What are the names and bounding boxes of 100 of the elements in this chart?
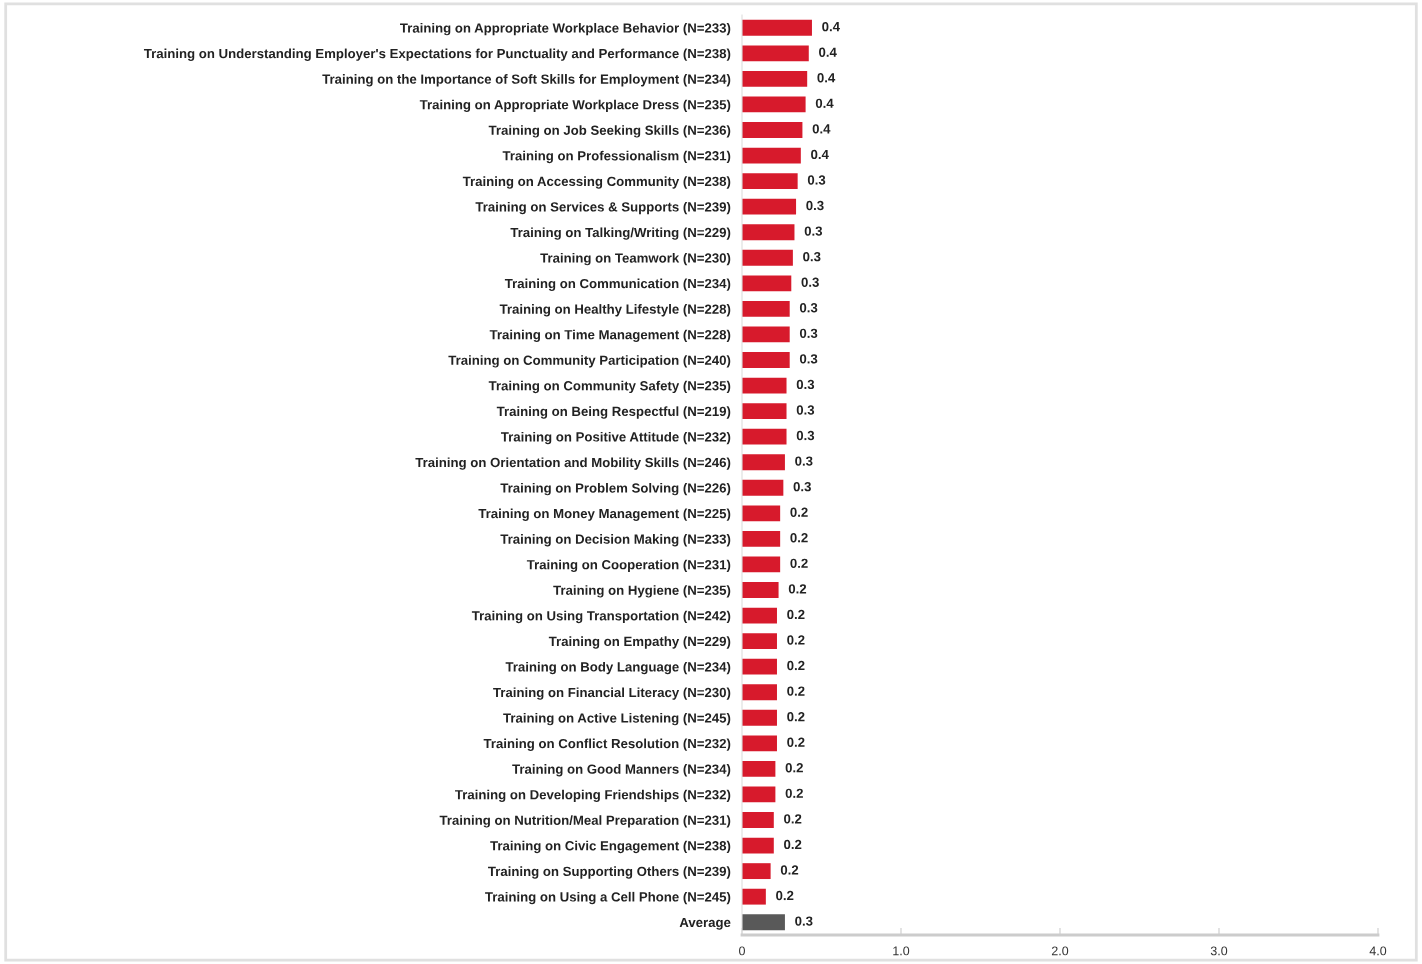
y-tick-label: Training on Understanding Employer's Expectations for Punctuality and Performance (N=238) (143, 48, 731, 61)
y-tick-label: Training on Hygiene (N=235) (553, 585, 731, 598)
y-tick-label: Training on Time Management (N=228) (489, 329, 731, 343)
bar (742, 377, 787, 394)
data-label: 0.3 (799, 328, 818, 338)
data-label: 0.2 (790, 507, 808, 517)
y-tick-label: Training on Teamwork (N=230) (540, 253, 731, 266)
bar (742, 812, 774, 828)
data-label: 0.4 (819, 47, 837, 57)
bar (742, 173, 798, 190)
y-tick-label: Training on Cooperation (N=231) (526, 559, 731, 573)
bar (742, 96, 806, 113)
data-label: 0.3 (793, 481, 811, 492)
y-tick-label: Training on Good Manners (N=234) (512, 764, 731, 777)
bar (742, 428, 787, 445)
data-label: 0.2 (784, 839, 802, 850)
data-label: 0.3 (796, 405, 815, 415)
bar (742, 607, 777, 624)
y-tick-label: Training on Civic Engagement (N=238) (490, 840, 731, 854)
data-label: 0.2 (787, 635, 805, 645)
data-label: 0.3 (796, 379, 815, 390)
data-label: 0.2 (790, 558, 808, 568)
y-tick-label: Average (679, 917, 731, 930)
data-label: 0.2 (787, 737, 805, 747)
bar (742, 19, 812, 36)
data-label: 0.2 (785, 788, 803, 798)
data-label: 0.2 (776, 890, 794, 901)
bar (742, 658, 777, 675)
bar (742, 249, 793, 266)
data-label: 0.3 (801, 277, 819, 287)
bar (742, 556, 781, 573)
bar (742, 530, 781, 547)
data-label: 0.3 (795, 456, 813, 466)
data-label: 0.3 (795, 916, 813, 926)
data-label: 0.4 (817, 73, 836, 83)
bar (742, 888, 766, 905)
data-label: 0.3 (803, 251, 821, 262)
y-tick-label: Training on Services & Supports (N=239) (475, 201, 731, 215)
bar (742, 326, 790, 343)
y-tick-label: Training on Decision Making (N=233) (500, 534, 731, 547)
data-label: 0.4 (822, 21, 840, 32)
bar (742, 479, 784, 496)
x-tick-label: 0 (739, 946, 745, 956)
bar (742, 760, 776, 777)
y-tick-label: Training on Positive Attitude (N=232) (500, 431, 731, 445)
bar (742, 224, 795, 241)
bar (742, 505, 781, 522)
data-label: 0.4 (815, 98, 834, 108)
bar (742, 914, 785, 931)
bar (742, 735, 777, 752)
data-label: 0.3 (804, 226, 823, 236)
y-tick-label: Training on Orientation and Mobility Skills (N=246) (415, 457, 731, 470)
y-tick-label: Training on Developing Friendships (N=232) (455, 789, 731, 803)
data-label: 0.2 (785, 763, 803, 773)
bar (742, 300, 790, 317)
y-tick-label: Training on Appropriate Workplace Dress (N=235) (419, 99, 731, 113)
data-label: 0.4 (812, 124, 831, 134)
bar (742, 454, 785, 471)
x-tick-label: 3.0 (1210, 946, 1228, 956)
x-tick-label: 2.0 (1051, 946, 1069, 956)
y-tick-label: Training on Body Language (N=234) (505, 661, 731, 675)
y-tick-label: Training on Communication (N=234) (504, 278, 731, 291)
data-label: 0.3 (799, 354, 818, 364)
bar (742, 275, 792, 292)
y-tick-label: Training on Nutrition/Meal Preparation (N=231) (439, 815, 731, 828)
data-label: 0.3 (806, 200, 824, 211)
y-tick-label: Training on Money Management (N=225) (478, 508, 731, 521)
bar (742, 786, 776, 803)
x-tick-label: 4.0 (1369, 946, 1387, 956)
bar (742, 837, 774, 854)
y-tick-label: Training on Empathy (N=229) (548, 636, 731, 649)
y-tick-label: Training on Using Transportation (N=242) (471, 610, 731, 624)
bar (742, 633, 777, 650)
data-label: 0.2 (787, 711, 805, 722)
y-tick-label: Training on Supporting Others (N=239) (488, 866, 731, 879)
y-tick-label: Training on Job Seeking Skills (N=236) (488, 125, 731, 138)
x-tick-label: 1.0 (893, 946, 910, 956)
y-tick-label: Training on Community Safety (N=235) (488, 380, 731, 394)
data-label: 0.2 (788, 584, 807, 594)
data-label: 0.4 (811, 149, 829, 160)
y-tick-label: Training on Professionalism (N=231) (502, 150, 731, 164)
data-label: 0.2 (780, 865, 799, 875)
y-tick-label: Training on Financial Literacy (N=230) (493, 687, 731, 700)
y-tick-label: Training on Active Listening (N=245) (503, 713, 731, 726)
bar (742, 122, 803, 138)
data-label: 0.2 (787, 609, 805, 620)
y-tick-label: Training on Problem Solving (N=226) (500, 483, 731, 496)
y-tick-label: Training on Appropriate Workplace Behavior (N=233) (400, 23, 731, 36)
bar (742, 147, 801, 164)
data-label: 0.3 (807, 175, 826, 185)
bar (742, 709, 777, 726)
bar (742, 45, 809, 62)
bar (742, 70, 808, 87)
y-tick-label: Training on Conflict Resolution (N=232) (483, 738, 731, 751)
y-tick-label: Training on Using a Cell Phone (N=245) (485, 891, 731, 905)
data-label: 0.3 (796, 430, 815, 441)
data-label: 0.2 (784, 814, 802, 824)
bar (742, 684, 777, 701)
y-tick-label: Training on Being Respectful (N=219) (496, 406, 731, 419)
data-label: 0.2 (790, 533, 808, 543)
